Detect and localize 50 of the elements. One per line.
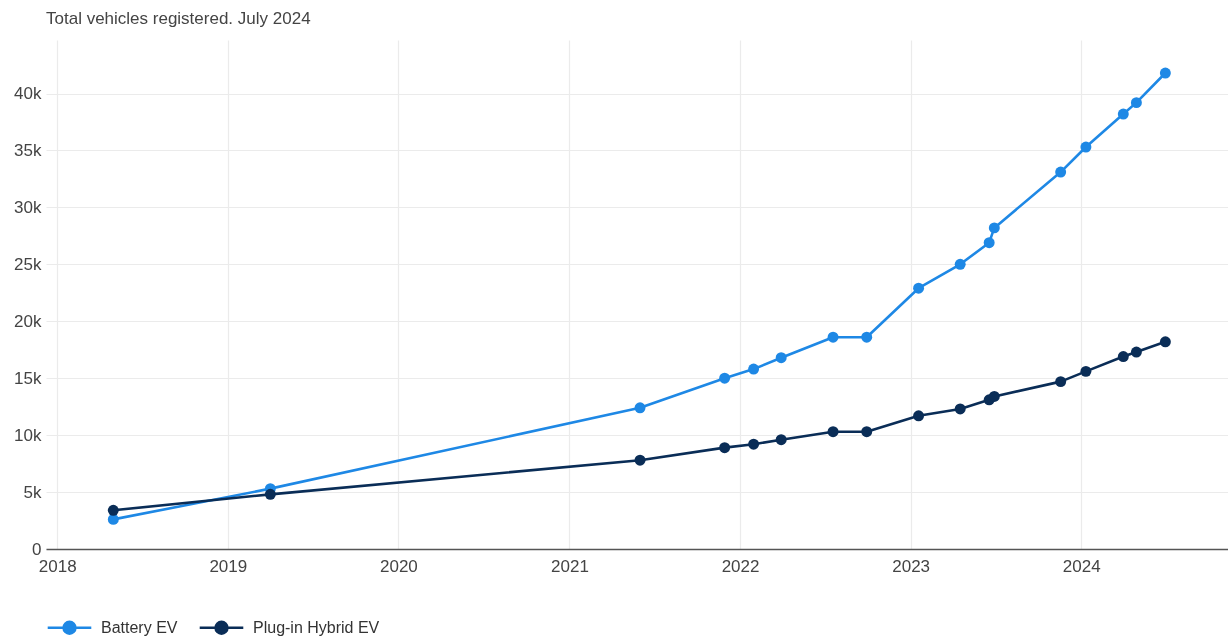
point: [913, 410, 925, 422]
point: [954, 258, 966, 270]
point: [1130, 346, 1142, 358]
y-tick-label: 30k: [14, 197, 42, 217]
point: [1159, 67, 1171, 79]
y-tick-label: 15k: [14, 368, 42, 388]
legend-label: Battery EV: [101, 618, 178, 636]
point: [634, 402, 646, 414]
x-tick-label: 2020: [379, 556, 418, 576]
point: [983, 237, 995, 249]
point: [861, 331, 873, 343]
point: [1080, 365, 1092, 377]
y-tick-label: 25k: [14, 254, 42, 274]
point: [719, 442, 731, 454]
point: [988, 390, 1000, 402]
y-tick-label: 0: [32, 539, 42, 559]
point: [827, 426, 839, 438]
legend-label: Plug-in Hybrid EV: [253, 618, 380, 636]
point: [954, 403, 966, 415]
point: [1080, 141, 1092, 153]
chart-title: Total vehicles registered. July 2024: [46, 9, 311, 28]
point: [1055, 376, 1067, 388]
x-tick-label: 2023: [892, 556, 931, 576]
point: [827, 331, 839, 343]
x-tick-label: 2024: [1062, 556, 1101, 576]
x-tick-label: 2018: [38, 556, 77, 576]
point: [1130, 97, 1142, 109]
x-tick-label: 2022: [721, 556, 760, 576]
y-tick-label: 35k: [14, 140, 42, 160]
y-tick-label: 20k: [14, 311, 42, 331]
point: [775, 434, 787, 446]
y-tick-label: 5k: [23, 482, 42, 502]
point: [748, 363, 760, 375]
point: [748, 438, 760, 450]
y-tick-label: 10k: [14, 425, 42, 445]
point: [988, 222, 1000, 234]
x-tick-label: 2021: [551, 556, 589, 576]
x-tick-label: 2019: [209, 556, 248, 576]
point: [1055, 166, 1067, 178]
point: [107, 504, 119, 516]
point: [719, 372, 731, 384]
y-tick-label: 40k: [14, 84, 42, 104]
point: [1117, 351, 1129, 363]
point: [1159, 336, 1171, 348]
point: [634, 454, 646, 466]
point: [775, 352, 787, 364]
point: [861, 426, 873, 438]
point: [913, 282, 925, 294]
point: [264, 488, 276, 500]
point: [1117, 108, 1129, 120]
